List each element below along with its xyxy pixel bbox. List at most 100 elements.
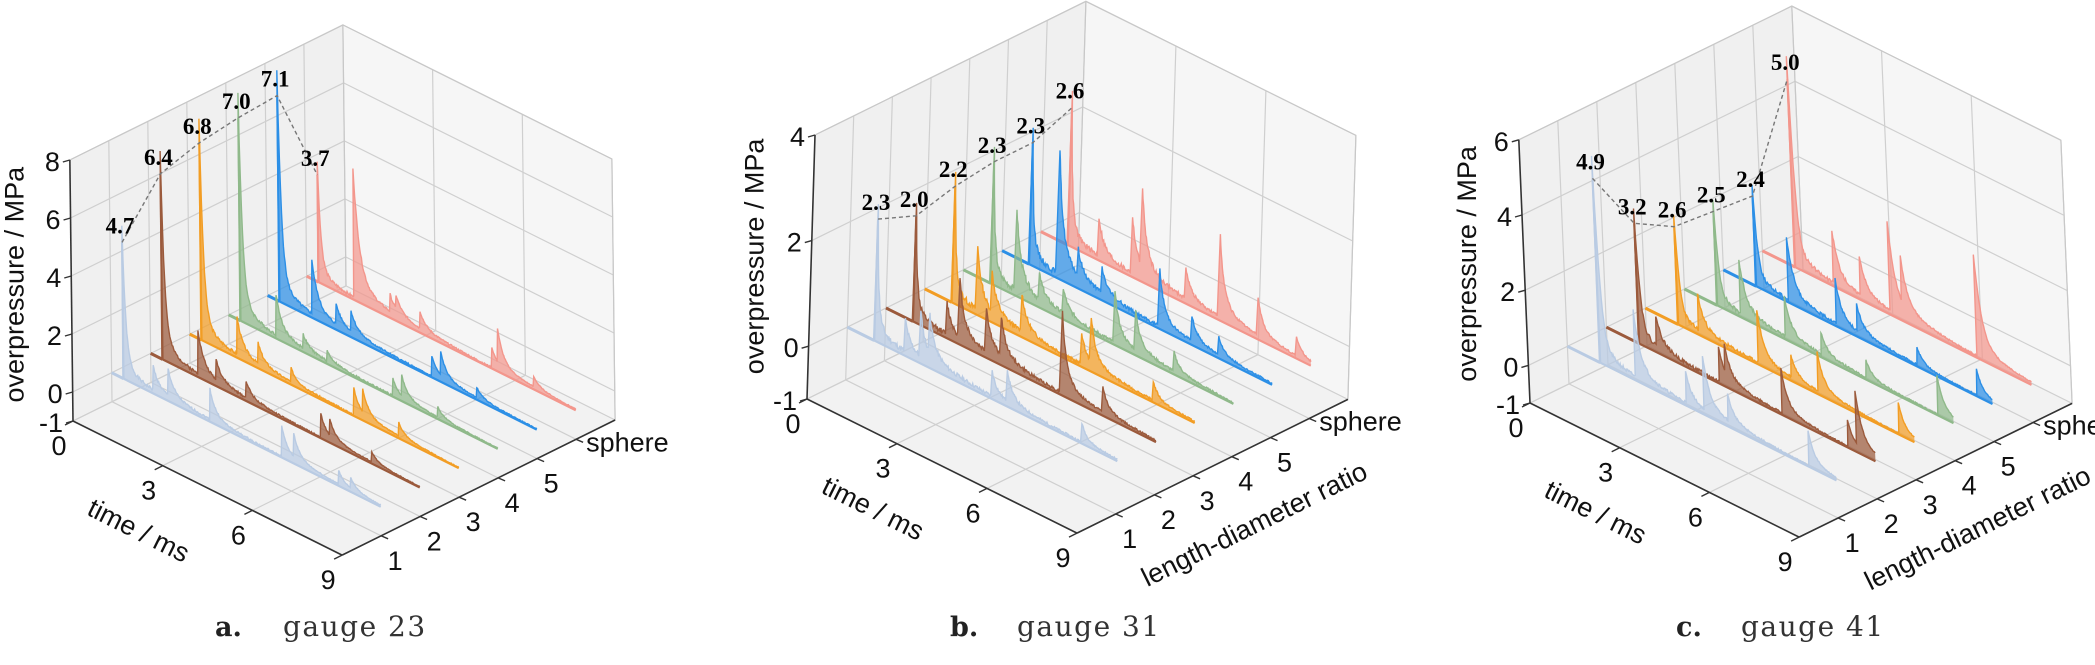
row-axis-line	[1798, 402, 2073, 538]
row-gridline	[108, 140, 382, 537]
time-tick-labels: 0 3 6 9	[1508, 402, 1800, 577]
row-tick-label: 1	[1845, 528, 1860, 558]
row-axis-line	[1076, 398, 1349, 534]
time-tick-mark	[978, 487, 988, 494]
peak-label-3: 2.6	[1658, 198, 1687, 223]
row-tick-label: 3	[1200, 486, 1215, 516]
series-area-sphere	[306, 161, 576, 411]
row-tick-label: sphere	[586, 427, 669, 457]
series-baseline-3	[924, 287, 953, 304]
time-axis-title: time / ms	[1540, 475, 1651, 551]
series-floor-edge-sphere	[318, 281, 577, 412]
series-floor-edge-2	[1638, 342, 1876, 463]
series-floor-edge-1	[123, 377, 382, 508]
series-area-3	[924, 171, 1195, 423]
z-tick-label: -1	[773, 386, 797, 416]
row-gridline	[845, 115, 1116, 515]
z-tick-mark	[64, 333, 73, 337]
series-peak-spike-sphere	[1786, 79, 1797, 268]
back-right-pane	[1077, 1, 1356, 400]
row-tick-label: 1	[1122, 524, 1137, 554]
peak-label-1: 2.3	[862, 190, 891, 215]
series-area-1	[1567, 155, 1837, 481]
time-tick-mark	[1790, 536, 1800, 542]
time-tick-mark	[1611, 447, 1621, 453]
row-gridline	[303, 44, 577, 440]
peak-labels: 2.3 2.0 2.2 2.3 2.3 2.6	[862, 79, 1085, 215]
z-axis-line	[806, 134, 816, 400]
series-traces	[846, 90, 1312, 463]
row-tick-label: 3	[466, 507, 481, 537]
row-tick-mark	[380, 535, 389, 540]
peak-label-3: 2.2	[939, 157, 968, 182]
row-tick-label: 3	[1923, 490, 1938, 520]
row-tick-mark	[1192, 475, 1201, 480]
z-tick-label: 6	[1494, 127, 1509, 157]
series-traces	[110, 70, 577, 508]
series-baseline-3	[1644, 306, 1679, 326]
z-tick-labels: -1 0 2 4	[773, 122, 816, 416]
row-tick-label: 4	[1238, 467, 1253, 497]
row-tick-label: 2	[1884, 509, 1899, 539]
row-tick-label: 5	[544, 469, 559, 499]
pane-edge	[69, 24, 616, 421]
row-tick-mark	[1915, 479, 1924, 484]
time-tick-label: 6	[1688, 502, 1703, 532]
time-axis-line	[806, 398, 1078, 534]
series-floor-edge-1	[873, 339, 1118, 463]
peak-label-3: 6.8	[183, 114, 212, 139]
series-area-4	[963, 146, 1234, 404]
series-floor-edge-3	[951, 301, 1196, 424]
time-tick-label: 0	[1508, 413, 1523, 443]
peak-label-2: 2.0	[900, 187, 929, 212]
axes	[1518, 139, 2073, 538]
series-line-5	[1001, 127, 1273, 384]
series-floor-edge-3	[201, 339, 460, 470]
peak-connector-line	[877, 107, 1073, 220]
time-tick-mark	[333, 554, 343, 560]
row-tick-label: sphere	[2043, 411, 2095, 441]
series-baseline-4	[227, 313, 242, 323]
series-peak-spike-3	[198, 142, 203, 341]
series-peak-spike-5	[1751, 196, 1758, 287]
caption-a-letter: a.	[215, 612, 242, 643]
z-tick-mark	[804, 239, 812, 244]
time-tick-label: 3	[1598, 458, 1613, 488]
series-peak-spike-4	[989, 161, 996, 284]
row-tick-mark	[497, 477, 506, 482]
series-line-4	[963, 146, 1234, 404]
row-tick-mark	[419, 515, 428, 521]
caption-c-letter: c.	[1676, 612, 1702, 643]
series-peak-spike-sphere	[1066, 107, 1073, 246]
row-gridline	[999, 39, 1271, 439]
row-tick-mark	[1993, 440, 2002, 446]
row-gridline	[264, 63, 538, 460]
z-tick-label: 4	[1497, 202, 1512, 232]
series-floor-edge-5	[1755, 285, 1993, 405]
caption-b: b. gauge 31	[950, 610, 1159, 643]
series-floor-edge-sphere	[1067, 244, 1312, 367]
row-tick-mark	[1115, 513, 1123, 518]
z-tick-label: 2	[1500, 277, 1515, 307]
series-line-3	[189, 118, 460, 468]
row-tick-mark	[1876, 498, 1885, 503]
series-floor-edge-1	[1599, 361, 1837, 482]
row-tick-label: sphere	[1319, 407, 1402, 437]
z-tick-label: 4	[790, 122, 805, 152]
peak-labels: 4.7 6.4 6.8 7.0 7.1 3.7	[106, 67, 330, 239]
series-peak-spike-2	[159, 173, 164, 360]
series-floor-edge-2	[162, 358, 421, 489]
row-tick-label: 5	[1277, 448, 1292, 478]
z-axis-line	[1518, 139, 1531, 404]
series-baseline-1	[846, 325, 875, 342]
peak-label-sphere: 5.0	[1771, 50, 1800, 75]
series-peak-spike-1	[120, 242, 125, 379]
series-line-3	[924, 171, 1195, 422]
z-tick-label: 0	[1503, 352, 1518, 382]
time-axis-title: time / ms	[83, 493, 194, 569]
pane-edge	[1077, 1, 1087, 266]
series-line-2	[150, 150, 421, 488]
series-line-5	[1723, 184, 1993, 401]
time-tick-mark	[1701, 491, 1710, 498]
